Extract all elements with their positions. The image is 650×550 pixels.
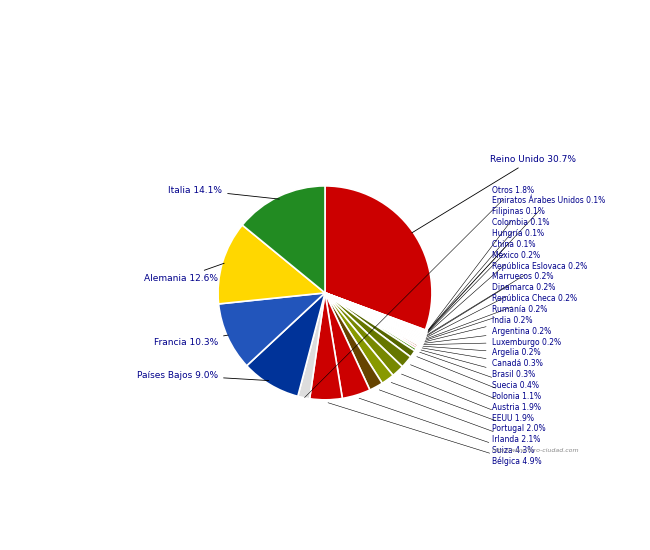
Text: China 0.1%: China 0.1% [428, 240, 535, 332]
Text: México 0.2%: México 0.2% [428, 251, 540, 333]
Text: Francia 10.3%: Francia 10.3% [154, 335, 228, 346]
Wedge shape [325, 293, 423, 337]
Text: EEUU 1.9%: EEUU 1.9% [402, 374, 534, 422]
Wedge shape [325, 293, 419, 347]
Wedge shape [218, 225, 325, 304]
Text: Sant Josep de sa Talaia - Turistas extranjeros según país - Abril de 2024: Sant Josep de sa Talaia - Turistas extra… [101, 12, 549, 24]
Wedge shape [325, 293, 422, 339]
Text: Alemania 12.6%: Alemania 12.6% [144, 263, 224, 283]
Wedge shape [325, 293, 382, 390]
Text: Polonia 1.1%: Polonia 1.1% [417, 356, 541, 401]
Wedge shape [325, 293, 424, 333]
Wedge shape [325, 293, 420, 343]
Wedge shape [325, 293, 421, 340]
Text: Austria 1.9%: Austria 1.9% [411, 365, 541, 412]
Text: Italia 14.1%: Italia 14.1% [168, 185, 280, 199]
Text: Luxemburgo 0.2%: Luxemburgo 0.2% [424, 338, 561, 346]
Wedge shape [218, 293, 325, 366]
Wedge shape [325, 293, 370, 398]
Text: Marruecos 0.2%: Marruecos 0.2% [427, 272, 553, 336]
Text: Colombia 0.1%: Colombia 0.1% [428, 218, 549, 331]
Text: Argentina 0.2%: Argentina 0.2% [424, 327, 551, 343]
Wedge shape [242, 186, 325, 293]
Wedge shape [325, 293, 415, 357]
Wedge shape [325, 293, 424, 336]
Text: Canadá 0.3%: Canadá 0.3% [422, 348, 543, 368]
Wedge shape [325, 293, 425, 331]
Text: Reino Unido 30.7%: Reino Unido 30.7% [412, 155, 575, 233]
Wedge shape [325, 293, 420, 344]
Wedge shape [298, 293, 325, 399]
Text: Filipinas 0.1%: Filipinas 0.1% [428, 207, 545, 330]
Text: Portugal 2.0%: Portugal 2.0% [391, 382, 545, 433]
Text: Irlanda 2.1%: Irlanda 2.1% [379, 390, 540, 444]
Text: Hungría 0.1%: Hungría 0.1% [428, 229, 544, 331]
Wedge shape [325, 293, 419, 345]
Text: Suecia 0.4%: Suecia 0.4% [420, 352, 539, 390]
Text: Otros 1.8%: Otros 1.8% [304, 185, 534, 398]
Wedge shape [325, 186, 432, 330]
Wedge shape [325, 293, 416, 351]
Wedge shape [247, 293, 325, 397]
Text: http://www.foro-ciudad.com: http://www.foro-ciudad.com [491, 448, 579, 453]
Text: Países Bajos 9.0%: Países Bajos 9.0% [137, 371, 268, 381]
Wedge shape [325, 293, 421, 342]
Wedge shape [325, 293, 417, 349]
Text: Argelia 0.2%: Argelia 0.2% [423, 346, 540, 358]
Text: Suiza 4.3%: Suiza 4.3% [359, 398, 534, 455]
Wedge shape [325, 293, 425, 332]
Wedge shape [325, 293, 424, 334]
Wedge shape [325, 293, 402, 376]
Text: República Eslovaca 0.2%: República Eslovaca 0.2% [428, 262, 587, 335]
Text: Emiratos Árabes Unidos 0.1%: Emiratos Árabes Unidos 0.1% [429, 196, 605, 329]
Wedge shape [325, 293, 411, 367]
Text: Bélgica 4.9%: Bélgica 4.9% [328, 403, 541, 466]
Text: República Checa 0.2%: República Checa 0.2% [426, 294, 577, 339]
Text: Dinamarca 0.2%: Dinamarca 0.2% [426, 283, 555, 337]
Wedge shape [325, 293, 393, 383]
Text: Brasil 0.3%: Brasil 0.3% [421, 350, 535, 379]
Wedge shape [309, 293, 343, 400]
Wedge shape [325, 293, 422, 338]
Wedge shape [325, 293, 425, 331]
Text: India 0.2%: India 0.2% [425, 316, 532, 342]
Text: Rumanía 0.2%: Rumanía 0.2% [425, 305, 547, 340]
Wedge shape [325, 293, 424, 333]
